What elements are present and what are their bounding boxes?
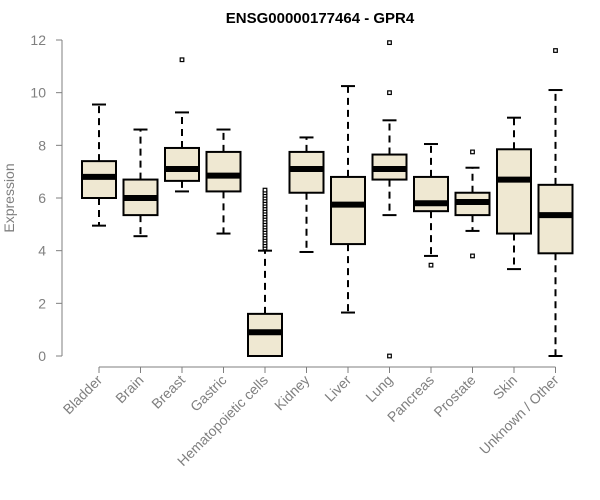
box-group	[454, 149, 491, 259]
box	[330, 175, 366, 246]
x-tick-label: Bladder	[60, 372, 106, 418]
outlier-point	[387, 353, 392, 359]
outlier-point	[428, 262, 434, 268]
x-tick-label: Breast	[148, 372, 188, 412]
box-group	[122, 128, 159, 238]
box-group	[496, 116, 532, 271]
box-group	[205, 128, 242, 235]
y-tick-label: 0	[38, 348, 46, 364]
box-group	[288, 136, 325, 253]
y-tick-label: 8	[38, 137, 46, 153]
y-axis-label: Expression	[1, 163, 17, 232]
x-tick-label: Kidney	[271, 372, 313, 414]
x-tick-label: Brain	[112, 372, 146, 406]
box-group	[330, 85, 366, 314]
x-tick-label: Unknown / Other	[476, 372, 562, 458]
box	[288, 150, 325, 194]
chart-title: ENSG00000177464 - GPR4	[226, 10, 415, 27]
box-group	[164, 57, 200, 193]
outlier-point	[470, 253, 475, 259]
boxes-layer	[81, 40, 574, 359]
y-tick-label: 2	[38, 295, 46, 311]
box	[496, 148, 532, 235]
y-axis: 0 2 4 6 8 10 12	[30, 32, 63, 364]
y-tick-label: 12	[30, 32, 46, 48]
box-group	[371, 40, 408, 359]
outlier-point	[387, 40, 392, 46]
box	[205, 150, 242, 193]
x-tick-label: Skin	[490, 372, 521, 403]
outlier-point	[470, 149, 475, 155]
x-tick-label: Lung	[362, 372, 395, 405]
outlier-point	[553, 48, 558, 53]
y-tick-label: 6	[38, 190, 46, 206]
x-tick-label: Liver	[321, 372, 354, 405]
box-group	[537, 48, 574, 357]
x-tick-label: Prostate	[430, 372, 478, 420]
outlier-point	[262, 187, 268, 193]
box-group	[81, 103, 117, 227]
outlier-point	[179, 57, 185, 63]
box-group	[413, 143, 449, 268]
y-tick-label: 10	[30, 85, 46, 101]
outlier-point	[387, 90, 392, 96]
box	[537, 183, 574, 255]
y-tick-label: 4	[38, 243, 46, 259]
box	[164, 146, 200, 182]
box-group	[247, 187, 283, 358]
